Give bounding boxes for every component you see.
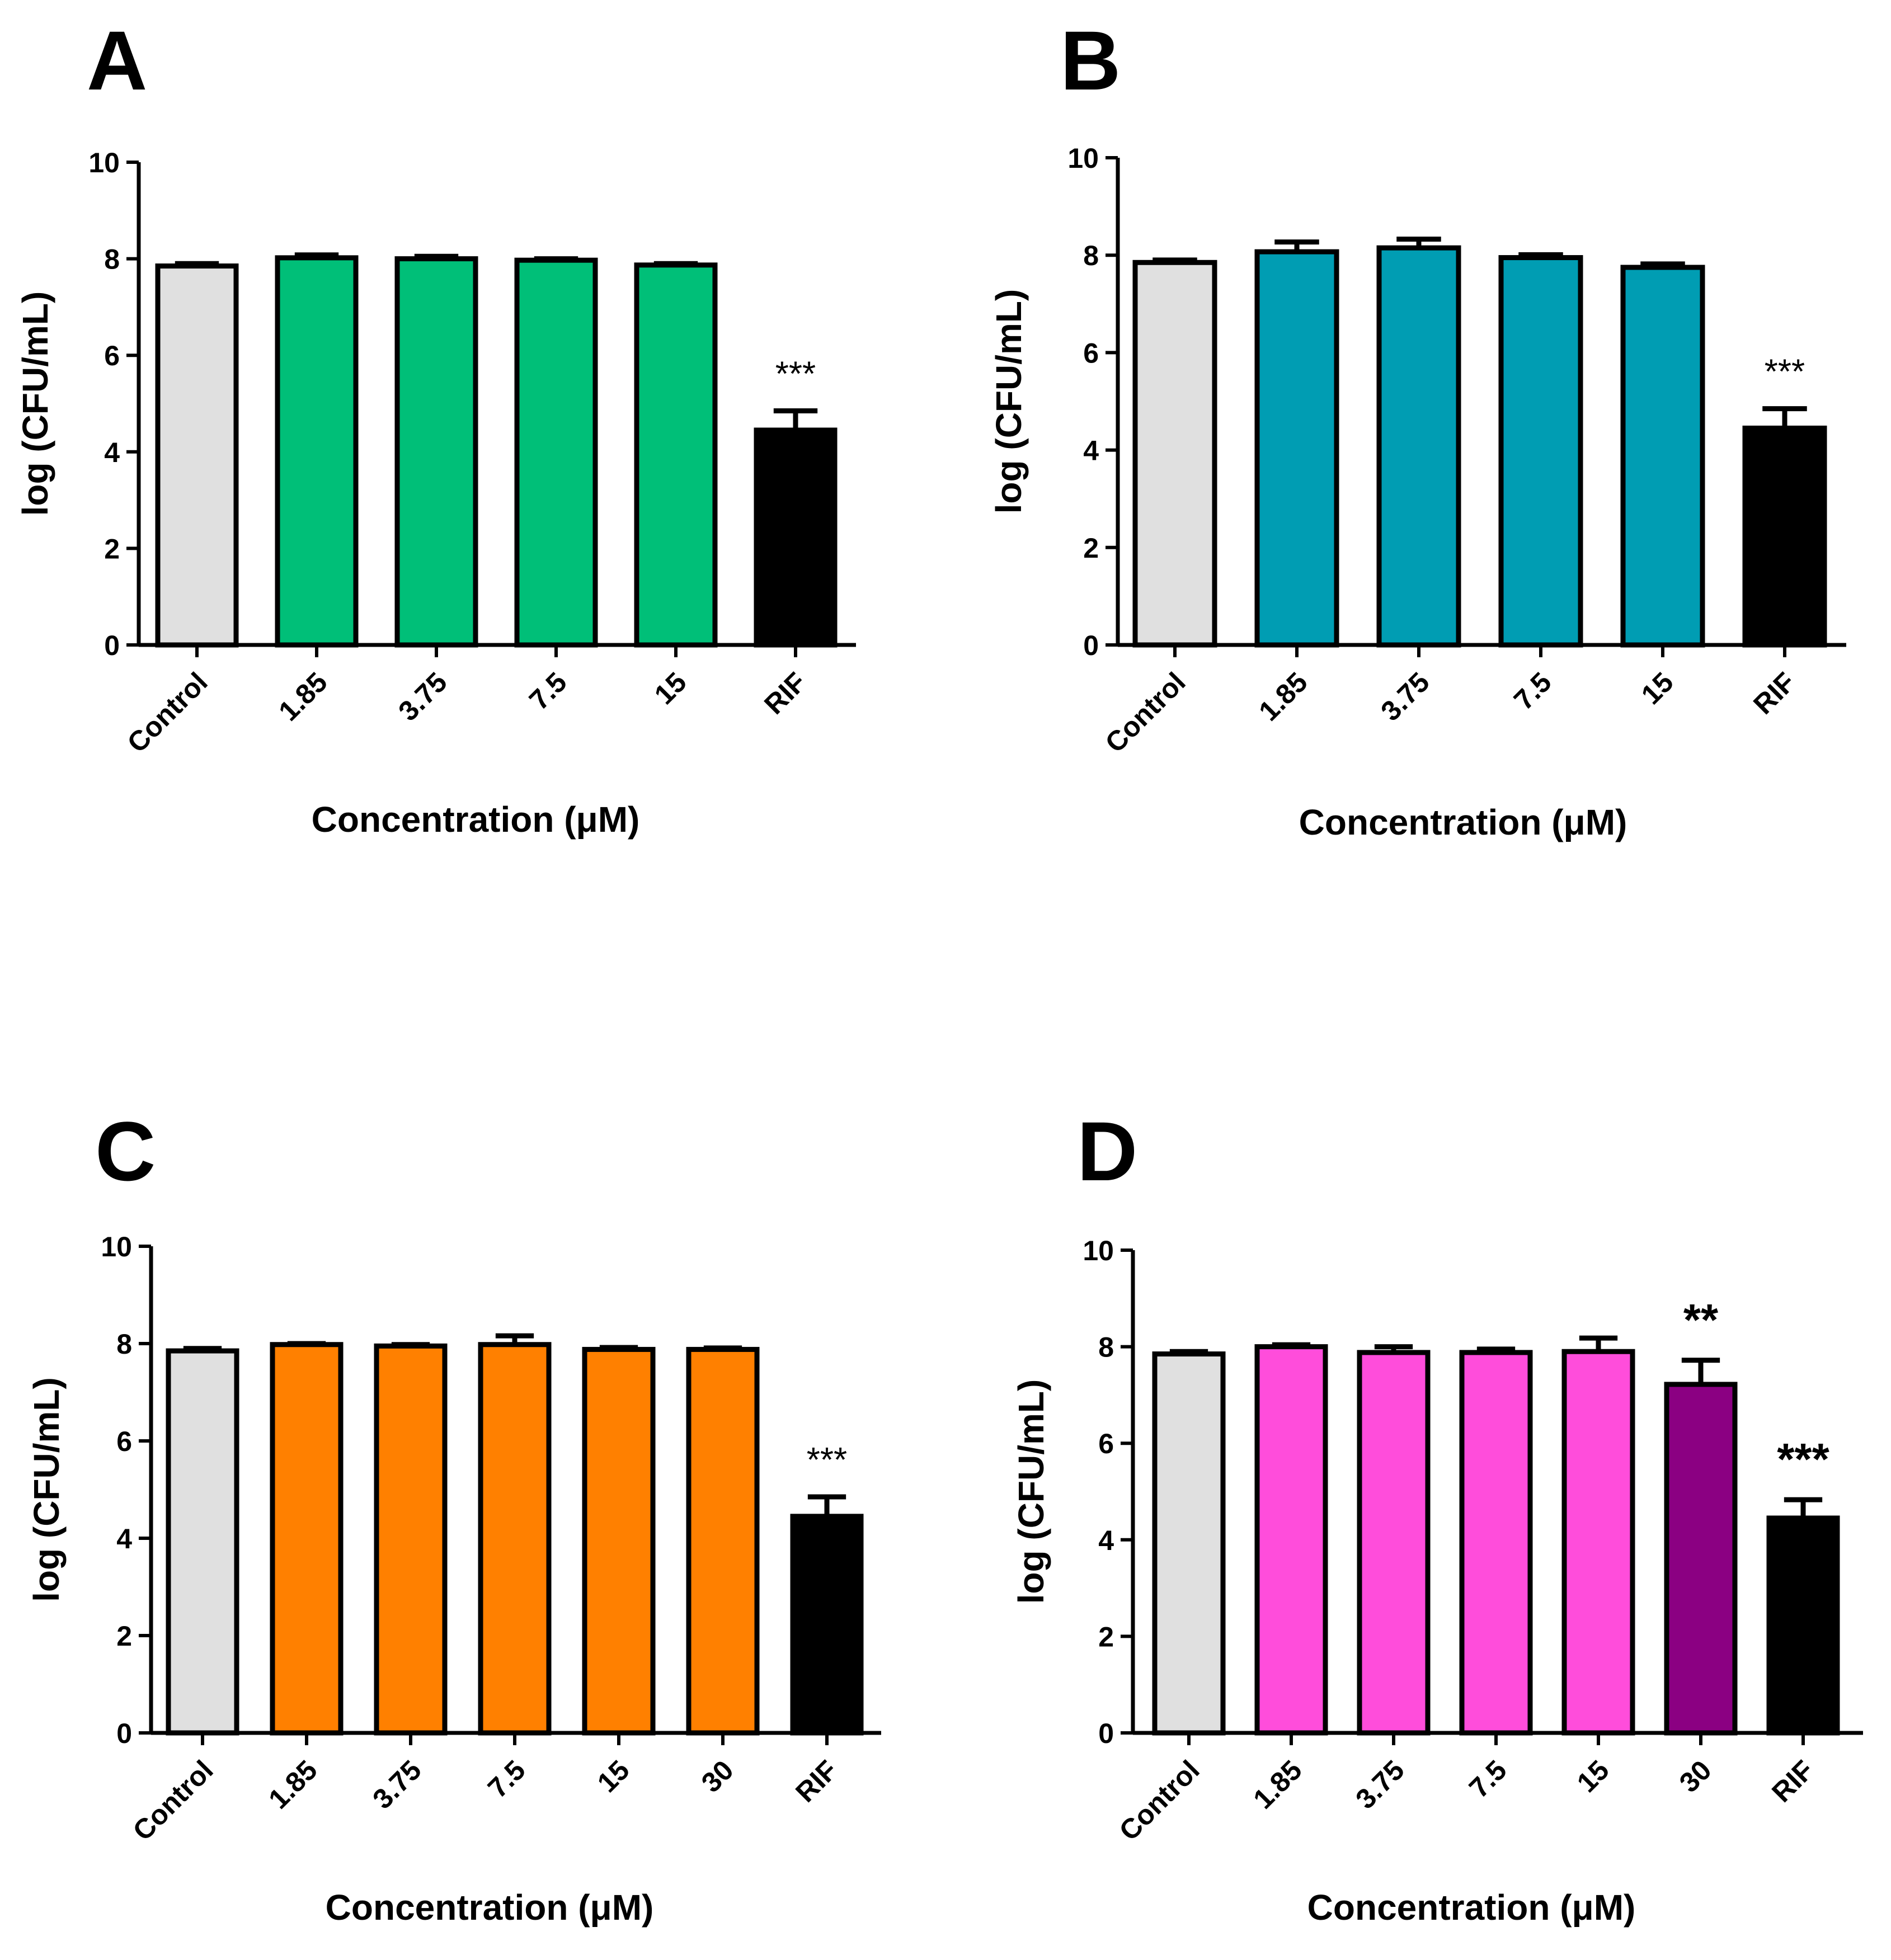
bar-control <box>1152 1351 1226 1736</box>
bar-7-5 <box>1498 255 1583 648</box>
y-tick-label: 6 <box>1083 337 1099 369</box>
panel-letter: D <box>1077 1104 1137 1198</box>
y-tick-label: 4 <box>116 1523 132 1554</box>
bar-3-75 <box>394 256 478 648</box>
bar-1-85 <box>1254 249 1339 648</box>
y-tick-label: 0 <box>1083 630 1099 661</box>
bar-control <box>1132 260 1217 648</box>
bar-15 <box>634 262 718 648</box>
y-axis-title: log (CFU/mL) <box>989 289 1029 514</box>
y-tick-label: 0 <box>104 630 120 661</box>
bar-7-5 <box>514 257 598 648</box>
bar-1-85 <box>270 1342 344 1736</box>
x-axis-title: Concentration (μM) <box>312 799 640 840</box>
y-axis-title: log (CFU/mL) <box>1011 1379 1051 1604</box>
y-tick-label: 10 <box>101 1231 132 1262</box>
y-tick-label: 2 <box>116 1620 132 1652</box>
bar-7-5 <box>1459 1350 1533 1736</box>
y-axis-title: log (CFU/mL) <box>26 1377 67 1602</box>
y-tick-label: 6 <box>104 340 120 371</box>
y-tick-label: 2 <box>1098 1621 1114 1652</box>
y-tick-label: 6 <box>1098 1428 1114 1459</box>
x-axis-title: Concentration (μM) <box>1299 802 1627 842</box>
significance-label: *** <box>1765 353 1805 392</box>
panel-letter: A <box>87 13 147 107</box>
bar-3-75 <box>1357 1350 1431 1736</box>
x-axis-title: Concentration (μM) <box>326 1887 654 1928</box>
bar-rif <box>790 1514 864 1736</box>
y-tick-label: 10 <box>1083 1235 1114 1266</box>
bar-1-85 <box>275 255 359 648</box>
bar-1-85 <box>1254 1344 1328 1736</box>
bar-7-5 <box>478 1342 552 1736</box>
significance-label: ** <box>1683 1295 1719 1345</box>
bar-rif <box>1742 425 1827 648</box>
y-tick-label: 10 <box>88 147 120 178</box>
y-tick-label: 4 <box>1083 435 1099 467</box>
y-tick-label: 0 <box>1098 1718 1114 1749</box>
significance-label: *** <box>1777 1434 1829 1484</box>
bar-30 <box>1664 1382 1738 1736</box>
panel-letter: C <box>95 1104 156 1198</box>
y-axis-title: log (CFU/mL) <box>15 291 55 516</box>
x-axis-title: Concentration (μM) <box>1307 1887 1636 1928</box>
bar-3-75 <box>374 1343 448 1736</box>
y-tick-label: 4 <box>1098 1525 1114 1556</box>
panel-letter: B <box>1060 13 1121 107</box>
y-tick-label: 2 <box>1083 533 1099 564</box>
y-tick-label: 6 <box>116 1426 132 1457</box>
y-tick-label: 8 <box>1098 1332 1114 1363</box>
y-tick-label: 2 <box>104 533 120 564</box>
y-tick-label: 4 <box>104 437 120 468</box>
y-tick-label: 8 <box>116 1328 132 1360</box>
bar-15 <box>582 1346 656 1736</box>
y-tick-label: 8 <box>1083 240 1099 271</box>
bar-rif <box>754 427 838 648</box>
bar-control <box>155 263 239 648</box>
y-tick-label: 8 <box>104 244 120 275</box>
bar-rif <box>1766 1515 1840 1736</box>
bar-15 <box>1620 265 1705 648</box>
bar-control <box>166 1348 239 1736</box>
y-tick-label: 10 <box>1067 143 1099 174</box>
bar-30 <box>686 1346 760 1736</box>
bar-15 <box>1561 1349 1635 1736</box>
significance-label: *** <box>807 1441 847 1480</box>
significance-label: *** <box>775 355 816 393</box>
bar-3-75 <box>1376 245 1461 648</box>
y-tick-label: 0 <box>116 1718 132 1749</box>
